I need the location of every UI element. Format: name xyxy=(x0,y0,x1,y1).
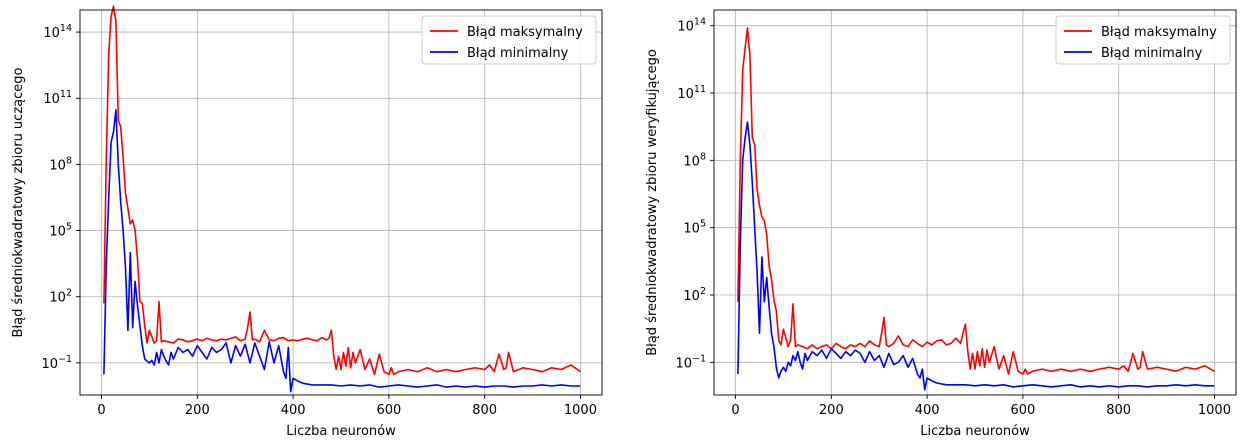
x-tick-label: 1000 xyxy=(1198,403,1231,418)
legend-label: Błąd minimalny xyxy=(1101,46,1203,61)
y-tick-label: 10−1 xyxy=(41,354,72,372)
x-axis-label: Liczba neuronów xyxy=(920,424,1030,439)
x-tick-label: 0 xyxy=(97,403,105,418)
x-tick-label: 600 xyxy=(376,403,401,418)
x-tick-label: 200 xyxy=(185,403,210,418)
y-tick-label: 108 xyxy=(49,155,72,173)
series-line-min xyxy=(103,109,581,393)
legend-label: Błąd maksymalny xyxy=(1101,25,1217,40)
y-tick-label: 108 xyxy=(683,151,706,169)
x-tick-label: 800 xyxy=(1106,403,1131,418)
y-tick-label: 102 xyxy=(683,286,706,304)
y-tick-label: 1014 xyxy=(43,23,72,41)
x-tick-label: 0 xyxy=(731,403,739,418)
x-tick-label: 200 xyxy=(819,403,844,418)
series-line-min xyxy=(737,121,1215,391)
y-tick-label: 1011 xyxy=(677,84,706,102)
y-tick-label: 105 xyxy=(49,222,72,240)
x-tick-label: 800 xyxy=(472,403,497,418)
legend-box xyxy=(421,15,597,65)
legend-label: Błąd maksymalny xyxy=(467,25,583,40)
legend-label: Błąd minimalny xyxy=(467,46,569,61)
plot-frame xyxy=(713,9,1237,396)
x-tick-label: 1000 xyxy=(564,403,597,418)
y-tick-label: 1014 xyxy=(677,17,706,35)
y-axis-label: Błąd średniokwadratowy zbioru uczącego xyxy=(11,67,26,337)
x-tick-label: 400 xyxy=(915,403,940,418)
chart-panel-2: 0 200 400 600 800 1000 10−1 102 105 108 1011 1014 Li… xyxy=(645,9,1237,439)
y-axis-label: Błąd średniokwadratowy zbioru weryfikują… xyxy=(645,49,660,356)
series-line-max xyxy=(103,5,581,376)
plot-frame xyxy=(79,9,603,396)
x-tick-label: 600 xyxy=(1010,403,1035,418)
y-tick-label: 10−1 xyxy=(675,353,706,371)
series-line-max xyxy=(737,27,1215,375)
x-axis-label: Liczba neuronów xyxy=(286,424,396,439)
y-tick-label: 105 xyxy=(683,219,706,237)
legend-box xyxy=(1055,15,1231,65)
chart-panel-1: 0 200 400 600 800 1000 10−1 102 105 108 1011 1014 Li… xyxy=(11,5,603,439)
y-tick-label: 1011 xyxy=(43,89,72,107)
x-tick-label: 400 xyxy=(281,403,306,418)
y-tick-label: 102 xyxy=(49,288,72,306)
